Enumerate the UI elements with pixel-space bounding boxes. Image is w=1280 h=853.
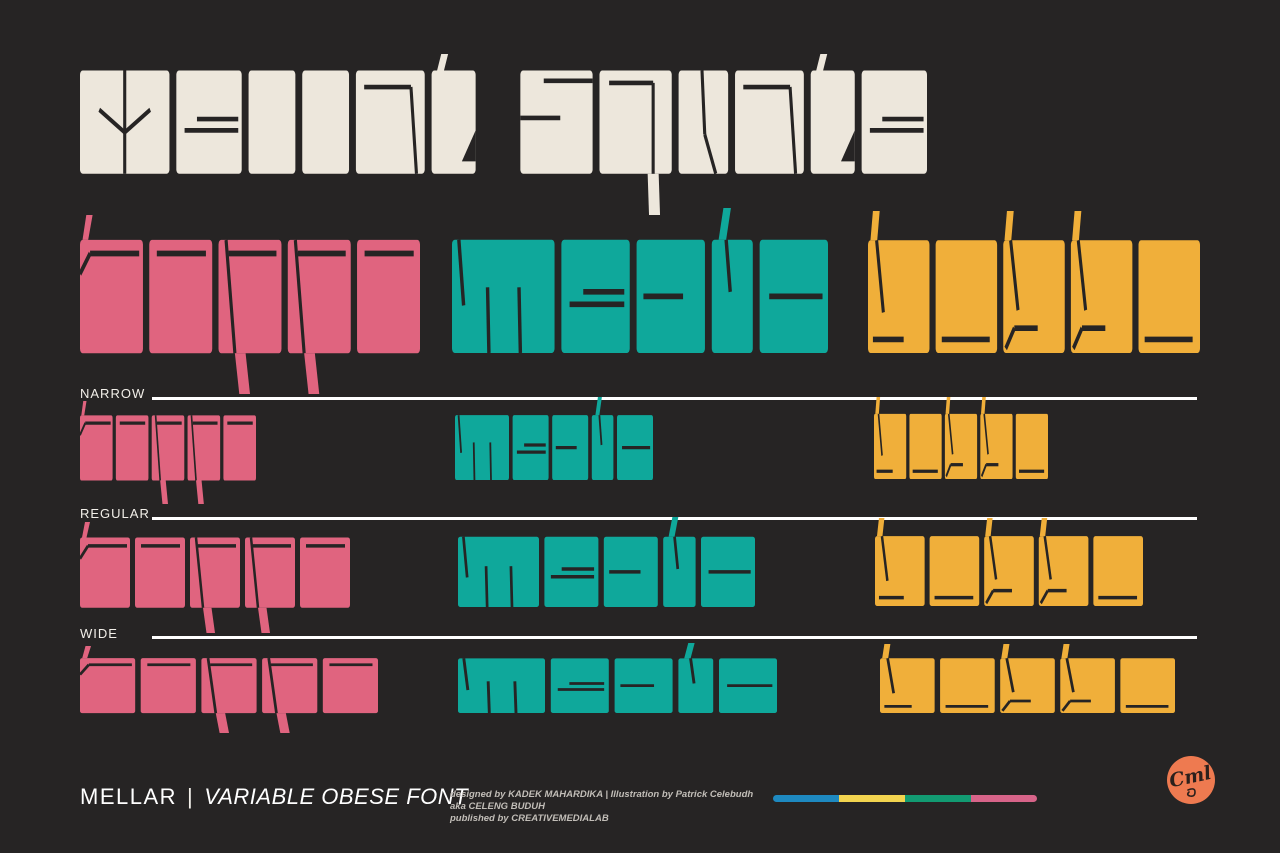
media-wordmark-regular (458, 517, 755, 607)
toppo-wordmark-large (80, 215, 420, 394)
weight-label-narrow: NARROW (80, 386, 146, 401)
media-wordmark-wide (458, 643, 777, 713)
weight-label-wide: WIDE (80, 626, 118, 641)
swatch-pink (971, 795, 1037, 802)
logo-swirl (1186, 788, 1196, 797)
creativemedialab-logo: Cml (1167, 756, 1215, 804)
media-wordmark-large (452, 208, 828, 353)
toppo-wordmark-regular (80, 522, 350, 633)
swatch-yellow (839, 795, 905, 802)
botto-wordmark-wide (880, 644, 1175, 713)
font-tagline: VARIABLE OBESE FONT (204, 784, 469, 809)
botto-wordmark-large (868, 211, 1200, 353)
logo-circle (1167, 756, 1215, 804)
swatch-blue (773, 795, 839, 802)
swatch-green (905, 795, 971, 802)
media-wordmark-narrow (455, 397, 653, 480)
weight-label-regular: REGULAR (80, 506, 150, 521)
botto-wordmark-narrow (874, 397, 1048, 479)
weight-divider-narrow (152, 397, 1197, 400)
footer-credits: designed by KADEK MAHARDIKA | Illustrati… (450, 789, 770, 825)
title-wordmark (80, 54, 927, 215)
footer-font-name-line: MELLAR | VARIABLE OBESE FONT (80, 784, 468, 810)
toppo-wordmark-wide (80, 646, 378, 733)
toppo-wordmark-narrow (80, 401, 256, 504)
botto-wordmark-regular (875, 518, 1143, 606)
weight-divider-wide (152, 636, 1197, 639)
font-name: MELLAR (80, 784, 178, 809)
footer-separator: | (187, 784, 195, 809)
credit-line-1: designed by KADEK MAHARDIKA | Illustrati… (450, 789, 754, 812)
color-swatch-bar (773, 795, 1037, 802)
credit-line-2: published by CREATIVEMEDIALAB (450, 813, 609, 824)
